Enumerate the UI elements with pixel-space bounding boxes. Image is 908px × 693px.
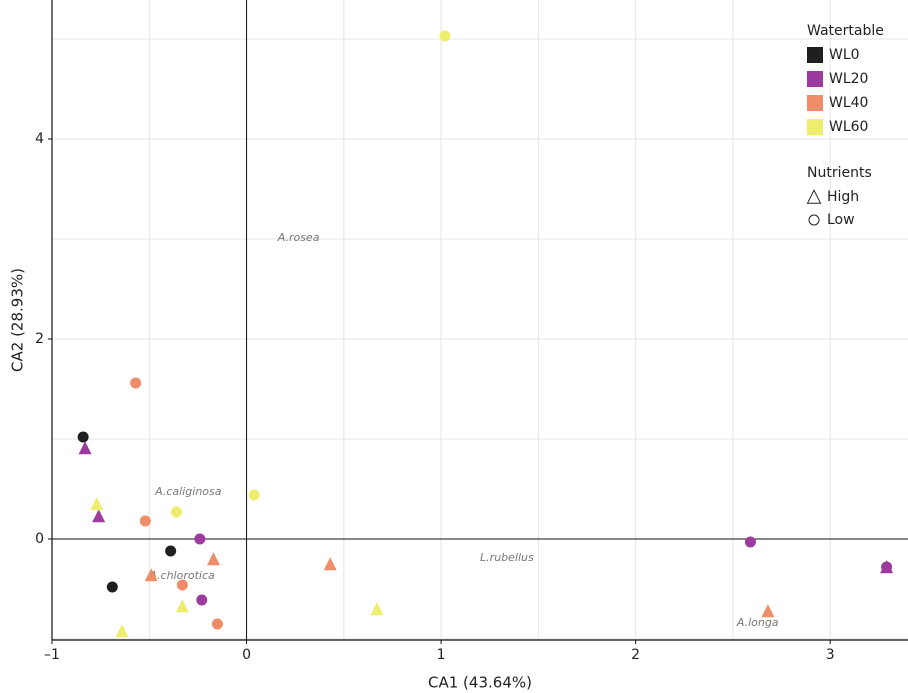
point bbox=[248, 489, 260, 501]
point bbox=[175, 599, 189, 613]
species-label: A.longa bbox=[736, 616, 779, 629]
legend-symbol bbox=[808, 214, 820, 226]
legend-title: Watertable bbox=[807, 23, 884, 39]
point bbox=[761, 604, 775, 618]
species-label: A.chlorotica bbox=[148, 569, 215, 582]
point bbox=[439, 30, 451, 42]
y-tick-label: 2 bbox=[35, 331, 44, 347]
legend-swatch bbox=[807, 119, 823, 135]
species-label: L.rubellus bbox=[480, 551, 534, 564]
legend-label: WL60 bbox=[829, 119, 868, 135]
point bbox=[206, 552, 220, 566]
point bbox=[370, 602, 384, 616]
point bbox=[92, 509, 106, 523]
y-tick-label: 0 bbox=[35, 531, 44, 547]
y-axis-label: CA2 (28.93%) bbox=[9, 268, 27, 372]
point bbox=[196, 594, 208, 606]
point bbox=[194, 533, 206, 545]
legend-swatch bbox=[807, 95, 823, 111]
point bbox=[77, 431, 89, 443]
point bbox=[78, 441, 92, 455]
point bbox=[115, 624, 129, 638]
legend-label: High bbox=[827, 189, 859, 205]
point bbox=[139, 515, 151, 527]
legend-label: WL0 bbox=[829, 47, 860, 63]
legend-label: WL20 bbox=[829, 71, 868, 87]
x-tick-label: 2 bbox=[631, 647, 640, 663]
legend-title: Nutrients bbox=[807, 165, 872, 181]
legend-swatch bbox=[807, 47, 823, 63]
x-tick-label: 1 bbox=[437, 647, 446, 663]
species-label: A.caliginosa bbox=[154, 485, 222, 498]
point bbox=[90, 497, 104, 511]
point bbox=[881, 561, 893, 573]
point bbox=[744, 536, 756, 548]
x-tick-label: 0 bbox=[242, 647, 251, 663]
point bbox=[323, 557, 337, 571]
point bbox=[176, 579, 188, 591]
x-tick-label: 3 bbox=[826, 647, 835, 663]
legend-label: Low bbox=[827, 212, 855, 228]
point bbox=[171, 506, 183, 518]
point bbox=[130, 377, 142, 389]
point bbox=[211, 618, 223, 630]
point bbox=[144, 568, 158, 582]
species-label: A.rosea bbox=[277, 231, 320, 244]
legend-symbol bbox=[806, 189, 822, 204]
legend-swatch bbox=[807, 71, 823, 87]
x-tick-label: –1 bbox=[44, 647, 60, 663]
x-axis-label: CA1 (43.64%) bbox=[428, 674, 532, 692]
point bbox=[106, 581, 118, 593]
point bbox=[165, 545, 177, 557]
y-tick-label: 4 bbox=[35, 131, 44, 147]
legend-label: WL40 bbox=[829, 95, 868, 111]
